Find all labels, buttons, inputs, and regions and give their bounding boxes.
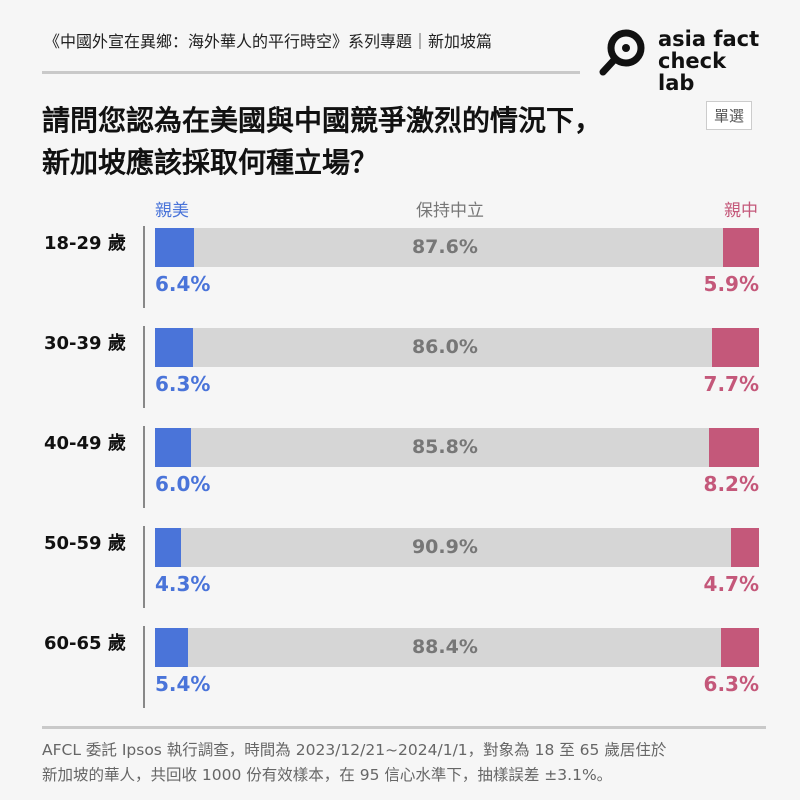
value-pro-us: 4.3% bbox=[155, 572, 211, 596]
value-neutral: 87.6% bbox=[411, 236, 478, 258]
footnote-line-2: 新加坡的華人，共回收 1000 份有效樣本，在 95 信心水準下，抽樣誤差 ±3… bbox=[42, 766, 613, 784]
bar-pro-china bbox=[730, 528, 759, 567]
footnote: AFCL 委託 Ipsos 執行調查，時間為 2023/12/21~2024/1… bbox=[42, 738, 772, 788]
bar-neutral bbox=[155, 228, 759, 267]
bar-pro-us bbox=[155, 428, 192, 467]
value-pro-china: 8.2% bbox=[703, 472, 759, 496]
value-pro-china: 4.7% bbox=[703, 572, 759, 596]
question-line-1: 請問您認為在美國與中國競爭激烈的情況下， bbox=[42, 104, 603, 137]
value-neutral: 90.9% bbox=[411, 536, 478, 558]
bar-pro-china bbox=[709, 428, 759, 467]
row-label: 30-39 歲 bbox=[44, 333, 126, 354]
question-line-2: 新加坡應該採取何種立場？ bbox=[42, 146, 379, 179]
row-label: 60-65 歲 bbox=[44, 633, 126, 654]
bar-pro-china bbox=[712, 328, 759, 367]
series-title: 《中國外宣在異鄉：海外華人的平行時空》系列專題｜新加坡篇 bbox=[44, 32, 493, 51]
value-neutral: 85.8% bbox=[411, 436, 478, 458]
axis-line bbox=[143, 326, 145, 408]
divider bbox=[42, 726, 766, 729]
value-neutral: 86.0% bbox=[411, 336, 478, 358]
value-neutral: 88.4% bbox=[411, 636, 478, 658]
bar-pro-us bbox=[155, 528, 181, 567]
bar-pro-us bbox=[155, 328, 194, 367]
axis-line bbox=[143, 526, 145, 608]
legend-neutral: 保持中立 bbox=[416, 201, 484, 221]
value-pro-us: 6.0% bbox=[155, 472, 211, 496]
logo-line-1: asia fact bbox=[658, 27, 760, 51]
logo-line-2: check lab bbox=[658, 49, 727, 95]
value-pro-china: 7.7% bbox=[703, 372, 759, 396]
bar-neutral bbox=[155, 428, 759, 467]
single-choice-badge: 單選 bbox=[706, 101, 753, 130]
logo-text: asia fact check lab bbox=[658, 28, 766, 94]
value-pro-us: 6.4% bbox=[155, 272, 211, 296]
row-label: 18-29 歲 bbox=[44, 233, 126, 254]
axis-line bbox=[143, 226, 145, 308]
magnifier-logo-icon bbox=[599, 29, 645, 76]
value-pro-us: 5.4% bbox=[155, 672, 211, 696]
legend-pro-china: 親中 bbox=[724, 201, 758, 221]
bar-pro-us bbox=[155, 228, 194, 267]
footnote-line-1: AFCL 委託 Ipsos 執行調查，時間為 2023/12/21~2024/1… bbox=[42, 741, 667, 759]
bar-pro-us bbox=[155, 628, 188, 667]
value-pro-china: 6.3% bbox=[703, 672, 759, 696]
row-label: 40-49 歲 bbox=[44, 433, 126, 454]
bar-neutral bbox=[155, 528, 759, 567]
bar-neutral bbox=[155, 328, 759, 367]
bar-pro-china bbox=[723, 228, 759, 267]
value-pro-china: 5.9% bbox=[703, 272, 759, 296]
legend-pro-us: 親美 bbox=[155, 201, 189, 221]
logo: asia fact check lab bbox=[596, 28, 766, 94]
bar-pro-china bbox=[720, 628, 759, 667]
bar-neutral bbox=[155, 628, 759, 667]
divider bbox=[42, 71, 580, 74]
axis-line bbox=[143, 426, 145, 508]
axis-line bbox=[143, 626, 145, 708]
question-title: 請問您認為在美國與中國競爭激烈的情況下， 新加坡應該採取何種立場？ bbox=[42, 100, 662, 184]
row-label: 50-59 歲 bbox=[44, 533, 126, 554]
value-pro-us: 6.3% bbox=[155, 372, 211, 396]
